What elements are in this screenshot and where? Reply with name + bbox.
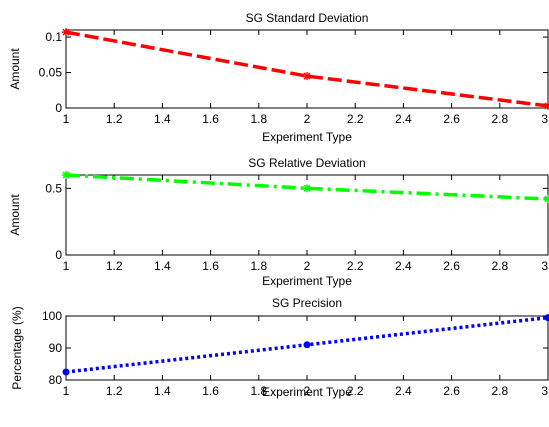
y-tick-label: 90	[49, 341, 63, 355]
data-point	[303, 341, 311, 349]
x-tick-label: 2.6	[443, 112, 460, 126]
chart-title: SG Standard Deviation	[246, 11, 369, 25]
x-tick-label: 3	[541, 384, 548, 398]
x-tick-label: 1.8	[250, 259, 267, 273]
x-tick-label: 2	[304, 259, 311, 273]
x-tick-label: 2.6	[443, 384, 460, 398]
x-axis-label: Experiment Type	[262, 385, 352, 399]
data-point	[62, 368, 70, 376]
x-tick-label: 2.8	[491, 384, 508, 398]
y-axis-label: Amount	[8, 48, 22, 90]
x-tick-label: 1.6	[202, 259, 219, 273]
x-tick-label: 1	[63, 112, 70, 126]
x-tick-label: 2.2	[347, 112, 364, 126]
data-point	[544, 314, 549, 322]
x-tick-label: 1	[63, 259, 70, 273]
x-tick-label: 1.8	[250, 384, 267, 398]
x-tick-label: 1.4	[154, 112, 171, 126]
chart-title: SG Relative Deviation	[248, 156, 365, 170]
x-tick-label: 2.4	[395, 259, 412, 273]
data-point	[62, 28, 70, 37]
x-tick-label: 1.4	[154, 384, 171, 398]
x-tick-label: 1.2	[106, 384, 123, 398]
x-tick-label: 2	[304, 112, 311, 126]
chart-panel-3: SG Precision 1 1.2 1.4 1.6 1.8 2 2.2 2.4 2.6 2.8 3 8…	[10, 296, 549, 399]
x-axis-label: Experiment Type	[262, 274, 352, 288]
x-tick-label: 2.4	[395, 112, 412, 126]
y-tick-label: 0.5	[45, 181, 62, 195]
x-tick-label: 1.6	[202, 112, 219, 126]
x-tick-label: 2.6	[443, 259, 460, 273]
x-tick-label: 1	[63, 384, 70, 398]
data-point	[62, 171, 70, 179]
data-point	[303, 72, 311, 81]
y-axis-label: Amount	[8, 194, 22, 236]
y-axis-label: Percentage (%)	[10, 306, 24, 389]
chart-panel-1: SG Standard Deviation 1 1.2 1.4 1.6 1.8 2 2.2 2.…	[8, 11, 549, 144]
data-point	[544, 101, 549, 110]
x-tick-label: 1.2	[106, 259, 123, 273]
x-axis-label: Experiment Type	[262, 130, 352, 144]
y-tick-label: 0	[55, 101, 62, 115]
y-tick-label: 0.1	[45, 30, 62, 44]
x-tick-label: 2.8	[491, 112, 508, 126]
y-tick-label: 80	[49, 373, 63, 387]
plot-area-frame	[65, 29, 549, 109]
x-tick-label: 3	[541, 259, 548, 273]
x-tick-label: 2.8	[491, 259, 508, 273]
y-tick-label: 0	[55, 248, 62, 262]
x-tick-label: 1.4	[154, 259, 171, 273]
x-tick-label: 2.4	[395, 384, 412, 398]
x-tick-label: 1.2	[106, 112, 123, 126]
series-line	[65, 30, 549, 108]
x-tick-label: 2.2	[347, 259, 364, 273]
chart-title: SG Precision	[272, 296, 342, 310]
x-tick-label: 2.2	[347, 384, 364, 398]
chart-panel-2: SG Relative Deviation 1 1.2 1.4 1.6 1.8 2 2.2 2.…	[8, 156, 549, 288]
y-tick-label: 0.05	[39, 66, 63, 80]
x-tick-label: 1.6	[202, 384, 219, 398]
x-tick-label: 3	[541, 112, 548, 126]
x-tick-label: 1.8	[250, 112, 267, 126]
y-tick-label: 100	[42, 309, 62, 323]
x-tick-label: 2	[304, 384, 311, 398]
data-point	[544, 195, 549, 203]
data-point	[303, 184, 311, 193]
